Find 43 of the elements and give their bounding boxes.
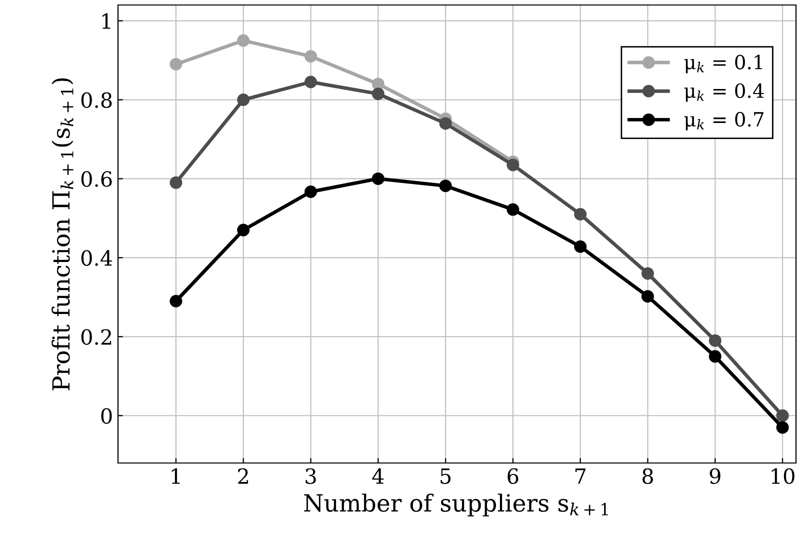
y-tick-label: 1 [102, 13, 110, 29]
y-tick-label: 0.2 [81, 329, 112, 345]
point [237, 224, 250, 236]
point [170, 58, 182, 70]
point [574, 208, 587, 221]
x-tick-label: 4 [372, 468, 384, 484]
point [708, 334, 722, 347]
point [641, 290, 654, 303]
point [237, 94, 250, 106]
point [170, 176, 182, 189]
point [372, 172, 384, 185]
x-tick-label: 3 [306, 468, 316, 484]
x-tick-label: 2 [238, 468, 248, 484]
x-tick-label: 7 [575, 468, 586, 484]
point [170, 294, 182, 308]
y-axis-title: Profit function Π$_{k+1}$(s$_{k+1}$) [52, 78, 74, 390]
y-tick-label: 0.4 [81, 250, 112, 266]
point [237, 34, 250, 47]
point [641, 267, 654, 280]
point [439, 180, 452, 192]
legend-label: μ$_{k}$ = 0.4 [684, 83, 764, 102]
point [304, 50, 317, 63]
x-tick-label: 5 [440, 468, 451, 484]
point [304, 76, 317, 88]
x-axis-title: Number of suppliers s$_{k+1}$ [304, 494, 608, 516]
point [439, 117, 452, 130]
legend-label: μ$_{k}$ = 0.7 [684, 112, 764, 130]
y-tick-label: 0.8 [81, 92, 112, 108]
point [776, 421, 789, 434]
y-tick-label: 0 [101, 408, 112, 424]
x-tick-label: 1 [172, 468, 180, 484]
x-tick-label: 10 [772, 468, 794, 484]
point [708, 350, 722, 363]
y-tick-label: 0.6 [81, 171, 112, 187]
point [506, 158, 520, 172]
x-tick-label: 6 [508, 468, 518, 484]
legend-label: μ$_{k}$ = 0.1 [684, 54, 762, 74]
x-tick-label: 9 [710, 468, 720, 484]
point [304, 186, 317, 198]
point [574, 240, 587, 253]
point [372, 88, 384, 100]
x-tick-label: 8 [642, 468, 653, 484]
point [506, 203, 520, 216]
